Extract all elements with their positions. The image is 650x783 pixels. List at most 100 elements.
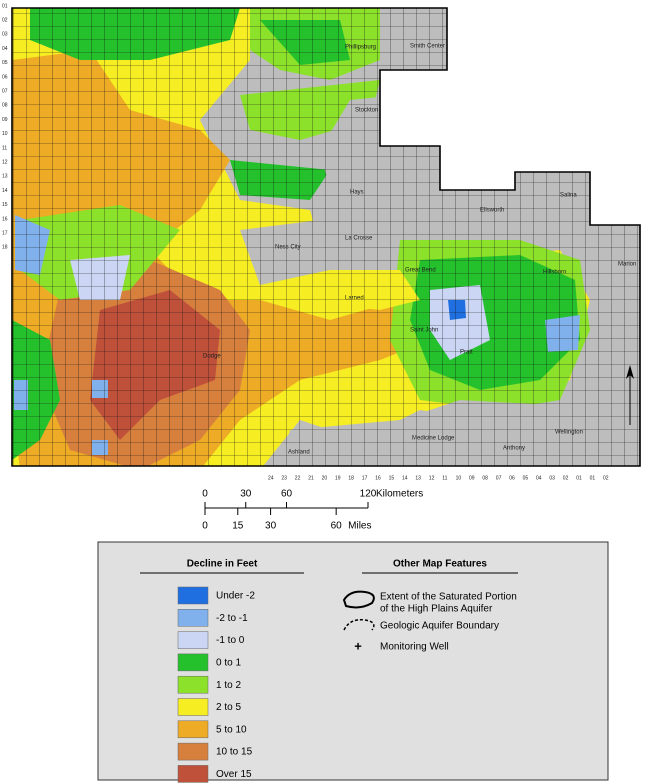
place-label: Pratt bbox=[460, 350, 473, 356]
place-label: Hays bbox=[350, 190, 364, 196]
township-label: 08 bbox=[2, 103, 8, 109]
north-arrow bbox=[626, 365, 634, 425]
scale-label: 30 bbox=[265, 521, 277, 532]
scale-label: 120 bbox=[360, 489, 377, 500]
legend: Decline in Feet Other Map Features + Und… bbox=[97, 541, 609, 783]
extent-symbol bbox=[342, 590, 375, 609]
township-label: 10 bbox=[2, 131, 8, 137]
township-label: 18 bbox=[2, 245, 8, 251]
place-label: Dodge bbox=[203, 354, 221, 360]
legend-label: 2 to 5 bbox=[216, 702, 241, 713]
township-label: 14 bbox=[2, 188, 8, 194]
legend-swatch bbox=[177, 765, 209, 783]
place-label: Ashland bbox=[288, 450, 310, 456]
scale-unit: Kilometers bbox=[376, 489, 423, 500]
range-label: 04 bbox=[536, 475, 542, 481]
range-label: 15 bbox=[389, 475, 395, 481]
range-label: 01 bbox=[576, 475, 582, 481]
place-label: Wellington bbox=[555, 430, 583, 436]
range-label: 19 bbox=[335, 475, 341, 481]
well-symbol: + bbox=[354, 638, 362, 653]
place-label: Hillsboro bbox=[543, 270, 567, 276]
legend-swatch bbox=[177, 698, 209, 716]
place-label: Ellsworth bbox=[480, 208, 504, 214]
legend-label: 0 to 1 bbox=[216, 658, 241, 669]
range-label: 02 bbox=[563, 475, 569, 481]
township-label: 04 bbox=[2, 46, 8, 52]
legend-label: of the High Plains Aquifer bbox=[380, 604, 493, 615]
township-label: 09 bbox=[2, 117, 8, 123]
scale-label: 0 bbox=[202, 489, 208, 500]
range-label: 03 bbox=[549, 475, 555, 481]
range-label: 05 bbox=[523, 475, 529, 481]
map: Smith Center Phillipsburg Stockton Hays … bbox=[2, 3, 641, 481]
scale-bar: 0 30 60 120 Kilometers 0 15 30 60 Miles bbox=[202, 489, 423, 532]
range-label: 02 bbox=[603, 475, 609, 481]
place-label: Anthony bbox=[503, 446, 525, 452]
legend-box bbox=[97, 541, 609, 781]
range-label: 17 bbox=[362, 475, 368, 481]
township-label: 13 bbox=[2, 174, 8, 180]
legend-title: Other Map Features bbox=[393, 559, 487, 570]
place-label: La Crosse bbox=[345, 236, 373, 242]
place-label: Phillipsburg bbox=[345, 45, 376, 51]
place-label: Marion bbox=[618, 262, 636, 268]
scale-label: 15 bbox=[232, 521, 244, 532]
township-label: 06 bbox=[2, 74, 8, 80]
aquifer-extent bbox=[11, 7, 641, 467]
range-label: 06 bbox=[509, 475, 515, 481]
boundary-symbol bbox=[343, 618, 375, 631]
place-label: Stockton bbox=[355, 108, 378, 114]
place-label: Great Bend bbox=[405, 268, 436, 274]
range-label: 22 bbox=[295, 475, 301, 481]
range-label: 09 bbox=[469, 475, 475, 481]
township-label: 11 bbox=[2, 145, 7, 151]
range-label: 20 bbox=[322, 475, 328, 481]
range-label: 10 bbox=[456, 475, 462, 481]
legend-label: Geologic Aquifer Boundary bbox=[380, 621, 499, 632]
legend-swatch bbox=[177, 653, 209, 672]
range-label: 16 bbox=[375, 475, 381, 481]
range-label: 18 bbox=[348, 475, 354, 481]
decline-surface bbox=[12, 8, 640, 466]
township-label: 05 bbox=[2, 60, 8, 66]
legend-label: -2 to -1 bbox=[216, 613, 248, 624]
township-label: 15 bbox=[2, 202, 8, 208]
range-label: 23 bbox=[281, 475, 287, 481]
range-label: 12 bbox=[429, 475, 435, 481]
legend-swatch bbox=[177, 675, 209, 694]
legend-label: Extent of the Saturated Portion bbox=[380, 592, 517, 603]
range-label: 13 bbox=[415, 475, 421, 481]
legend-label: 1 to 2 bbox=[216, 680, 241, 691]
township-label: 17 bbox=[2, 231, 8, 237]
scale-label: 60 bbox=[331, 521, 343, 532]
range-label: 11 bbox=[442, 475, 447, 481]
scale-unit: Miles bbox=[348, 521, 371, 532]
legend-label: -1 to 0 bbox=[216, 635, 245, 646]
place-label: Medicine Lodge bbox=[412, 436, 455, 442]
legend-swatch bbox=[177, 586, 209, 605]
scale-label: 0 bbox=[202, 521, 208, 532]
scale-label: 60 bbox=[281, 489, 293, 500]
range-label: 24 bbox=[268, 475, 274, 481]
range-label: 21 bbox=[308, 475, 314, 481]
legend-swatch bbox=[177, 631, 209, 649]
place-label: Ness City bbox=[275, 245, 301, 251]
place-label: Saint John bbox=[410, 328, 438, 334]
place-label: Smith Center bbox=[410, 44, 445, 50]
range-label: 07 bbox=[496, 475, 502, 481]
place-label: Salina bbox=[560, 193, 577, 199]
legend-label: 10 to 15 bbox=[216, 747, 253, 758]
legend-swatch bbox=[177, 609, 209, 627]
legend-swatch bbox=[177, 720, 209, 739]
range-label: 01 bbox=[590, 475, 596, 481]
township-label: 01 bbox=[2, 3, 8, 9]
legend-label: 5 to 10 bbox=[216, 724, 247, 735]
place-label: Larned bbox=[345, 296, 364, 302]
scale-label: 30 bbox=[240, 489, 252, 500]
township-label: 12 bbox=[2, 160, 8, 166]
township-label: 07 bbox=[2, 89, 8, 95]
township-label: 16 bbox=[2, 216, 8, 222]
range-label: 14 bbox=[402, 475, 408, 481]
